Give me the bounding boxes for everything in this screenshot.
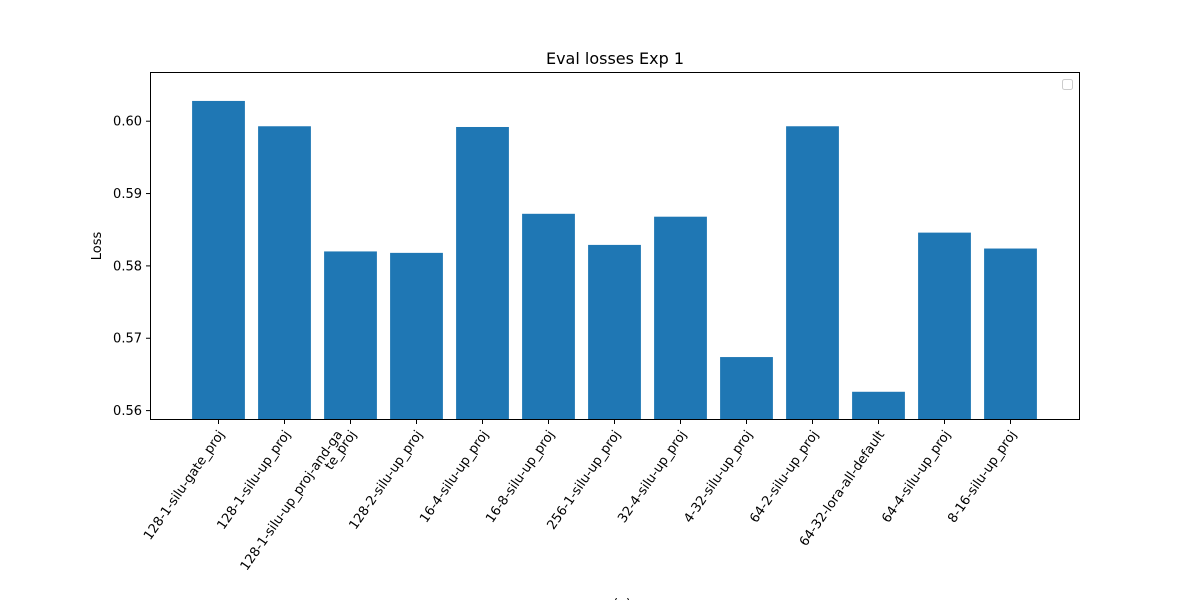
x-tick-label-3: 128-2-silu-up_proj [347, 428, 427, 533]
bar-12 [984, 248, 1037, 420]
x-tick-label-9: 64-2-silu-up_proj [747, 428, 822, 526]
x-tick-label-4: 16-4-silu-up_proj [417, 428, 492, 526]
x-tick-label-8: 4-32-silu-up_proj [681, 428, 756, 526]
x-tick-label-5: 16-8-silu-up_proj [483, 428, 558, 526]
bar-6 [588, 244, 641, 420]
y-tick-label-2: 0.58 [113, 259, 142, 274]
bar-5 [522, 213, 575, 420]
y-axis-label: Loss [90, 232, 105, 261]
y-tick-label-3: 0.59 [113, 187, 142, 202]
chart-title: Eval losses Exp 1 [546, 49, 684, 68]
x-tick-label-11: 64-4-silu-up_proj [879, 428, 954, 526]
bar-7 [654, 216, 707, 420]
x-tick-label-12: 8-16-silu-up_proj [945, 428, 1020, 526]
x-axis-label: (a) [613, 597, 631, 600]
bar-3 [390, 252, 443, 420]
x-tick-label-2: 128-1-silu-up_proj-and-gate_proj [238, 421, 360, 580]
bar-1 [258, 126, 311, 420]
bar-9 [786, 126, 839, 420]
bar-8 [720, 357, 773, 420]
bar-0 [192, 100, 245, 420]
y-tick-label-1: 0.57 [113, 332, 142, 347]
bars-group [192, 100, 1037, 421]
legend-box [1062, 79, 1073, 90]
y-tick-label-0: 0.56 [113, 404, 142, 419]
plot-frame [150, 72, 1080, 420]
y-axis-ticks: 0.56 0.57 0.58 0.59 0.60 [113, 115, 150, 419]
x-tick-label-6: 256-1-silu-up_proj [545, 428, 625, 533]
x-axis-ticks: 128-1-silu-gate_proj128-1-silu-up_proj12… [141, 420, 1020, 580]
bar-2 [324, 251, 377, 420]
bar-4 [456, 126, 509, 421]
bar-10 [852, 391, 905, 420]
y-tick-label-4: 0.60 [113, 115, 142, 130]
x-tick-label-0: 128-1-silu-gate_proj [141, 428, 228, 543]
x-tick-label-7: 32-4-silu-up_proj [615, 428, 690, 526]
bar-11 [918, 232, 971, 420]
